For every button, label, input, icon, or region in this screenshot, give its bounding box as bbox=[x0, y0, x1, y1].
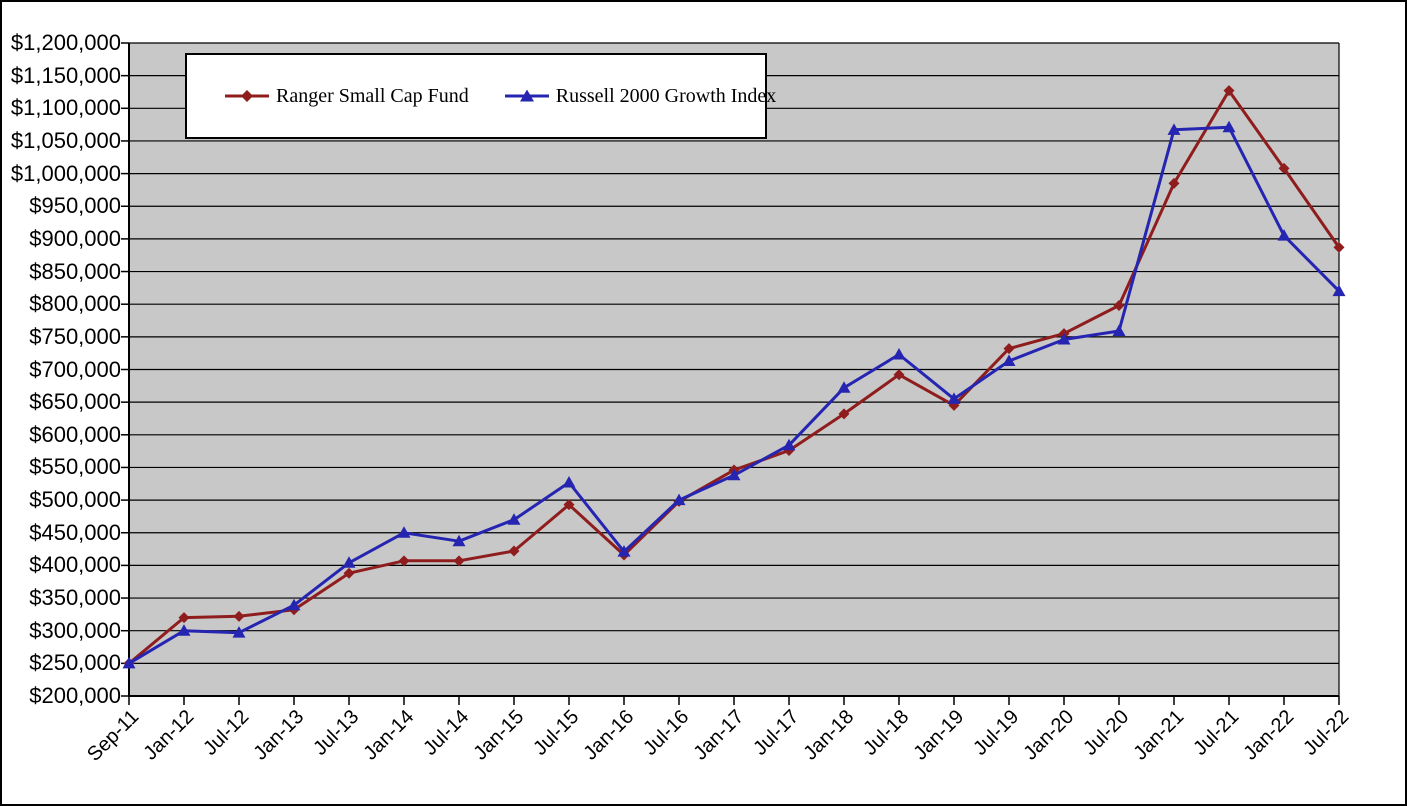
legend: Ranger Small Cap Fund Russell 2000 Growt… bbox=[185, 53, 776, 139]
y-axis-tick-label: $1,050,000 bbox=[10, 127, 121, 153]
line-triangle-marker-icon bbox=[504, 89, 549, 102]
line-diamond-marker-icon bbox=[225, 90, 269, 102]
y-axis-tick-label: $350,000 bbox=[29, 585, 121, 611]
y-axis-tick-label: $550,000 bbox=[29, 454, 121, 480]
y-axis-tick-label: $600,000 bbox=[29, 421, 121, 447]
y-axis-tick-label: $1,150,000 bbox=[10, 62, 121, 88]
legend-label-ranger: Ranger Small Cap Fund bbox=[276, 84, 469, 107]
legend-label-russell: Russell 2000 Growth Index bbox=[555, 84, 777, 107]
y-axis-tick-label: $800,000 bbox=[29, 291, 121, 317]
y-axis-tick-label: $300,000 bbox=[29, 617, 121, 643]
legend-entry-russell: Russell 2000 Growth Index bbox=[504, 84, 777, 108]
legend-entry-ranger: Ranger Small Cap Fund bbox=[225, 85, 469, 108]
y-axis-tick-label: $1,000,000 bbox=[10, 160, 121, 186]
y-axis-tick-label: $400,000 bbox=[29, 552, 121, 578]
y-axis-tick-label: $1,200,000 bbox=[10, 30, 121, 55]
y-axis-tick-label: $200,000 bbox=[29, 683, 121, 708]
y-axis-tick-label: $900,000 bbox=[29, 225, 121, 251]
y-axis-tick-label: $700,000 bbox=[29, 356, 121, 382]
y-axis-tick-label: $1,100,000 bbox=[10, 95, 121, 121]
y-axis-tick-label: $450,000 bbox=[29, 519, 121, 545]
y-axis-tick-label: $750,000 bbox=[29, 323, 121, 349]
y-axis-tick-label: $500,000 bbox=[29, 487, 121, 513]
y-axis-tick-label: $650,000 bbox=[29, 389, 121, 415]
y-axis-tick-label: $850,000 bbox=[29, 258, 121, 284]
series-russell-2000-growth-index bbox=[122, 120, 1346, 669]
y-axis-tick-label: $250,000 bbox=[29, 650, 121, 676]
y-axis-tick-label: $950,000 bbox=[29, 193, 121, 219]
